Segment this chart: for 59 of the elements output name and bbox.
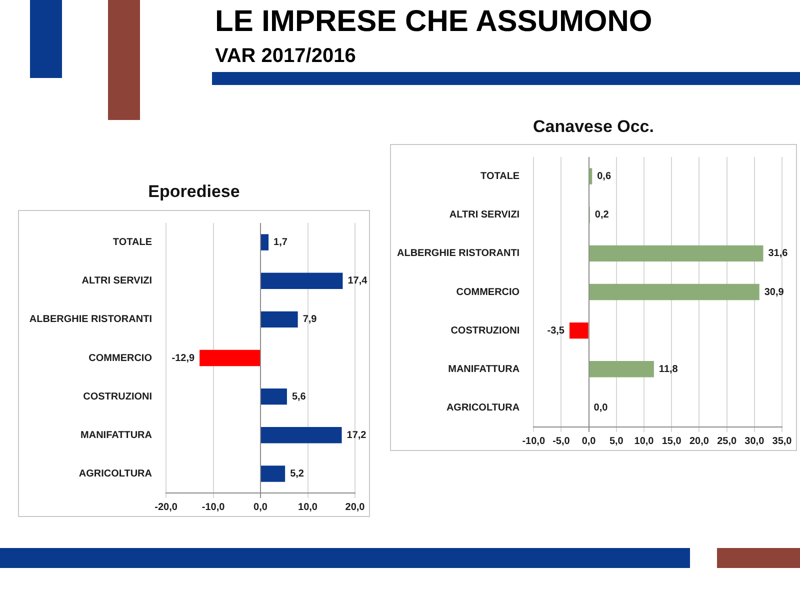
y-tick-label: ALTRI SERVIZI bbox=[449, 210, 520, 221]
chart-title: Eporediese bbox=[147, 182, 241, 202]
text: LE IMPRESE CHE ASSUMONO bbox=[215, 4, 652, 40]
data-label: 0,6 bbox=[597, 171, 612, 182]
bar bbox=[261, 311, 298, 328]
y-tick-label: MANIFATTURA bbox=[80, 430, 152, 441]
x-tick-label: 0,0 bbox=[254, 502, 268, 513]
bar bbox=[589, 168, 592, 184]
bar bbox=[261, 272, 343, 289]
data-label: 0,0 bbox=[594, 402, 608, 414]
y-tick-label: ALBERGHIE RISTORANTI bbox=[29, 314, 152, 326]
data-label: 11,8 bbox=[658, 364, 678, 375]
x-tick-label: -10,0 bbox=[522, 436, 546, 447]
text: VAR 2017/2016 bbox=[215, 44, 357, 68]
x-tick-label: 10,0 bbox=[634, 436, 654, 447]
x-tick-label: 5,0 bbox=[609, 436, 624, 447]
data-label: 30,9 bbox=[764, 286, 784, 298]
y-tick-label: AGRICOLTURA bbox=[78, 468, 152, 480]
bar bbox=[569, 322, 588, 339]
y-tick-label: ALTRI SERVIZI bbox=[82, 276, 152, 287]
bar bbox=[261, 388, 287, 405]
data-label: 1,7 bbox=[274, 237, 288, 248]
x-tick-label: 25,0 bbox=[717, 436, 737, 447]
bar bbox=[261, 234, 269, 250]
x-tick-label: 35,0 bbox=[772, 436, 792, 447]
bar bbox=[589, 361, 654, 378]
bar bbox=[261, 466, 286, 482]
y-tick-label: COMMERCIO bbox=[88, 352, 152, 364]
data-label: 0,2 bbox=[594, 210, 610, 221]
x-tick-label: 20,0 bbox=[689, 436, 710, 447]
data-label: 7,9 bbox=[302, 314, 318, 326]
x-tick-label: -10,0 bbox=[202, 502, 226, 513]
bar bbox=[261, 427, 342, 444]
y-tick-label: TOTALE bbox=[112, 237, 152, 248]
y-tick-label: COSTRUZIONI bbox=[450, 325, 520, 336]
data-label: -3,5 bbox=[547, 325, 565, 336]
bar bbox=[589, 245, 764, 262]
data-label: 31,6 bbox=[768, 248, 788, 260]
y-tick-label: MANIFATTURA bbox=[448, 364, 520, 375]
x-tick-label: 0,0 bbox=[582, 436, 596, 447]
y-tick-label: AGRICOLTURA bbox=[446, 402, 520, 414]
y-tick-label: COMMERCIO bbox=[456, 286, 520, 298]
x-tick-label: 30,0 bbox=[744, 436, 765, 447]
y-tick-label: TOTALE bbox=[480, 171, 520, 182]
data-label: 5,6 bbox=[292, 391, 306, 402]
chart-title: Canavese Occ. bbox=[532, 117, 655, 137]
x-tick-label: -5,0 bbox=[552, 436, 570, 447]
x-tick-label: 20,0 bbox=[345, 502, 366, 513]
y-tick-label: ALBERGHIE RISTORANTI bbox=[396, 248, 520, 260]
data-label: 17,2 bbox=[346, 430, 367, 441]
x-tick-label: 15,0 bbox=[662, 436, 682, 447]
bar bbox=[200, 350, 260, 366]
data-label: 5,2 bbox=[290, 468, 304, 480]
data-label: -12,9 bbox=[172, 352, 195, 364]
data-label: 17,4 bbox=[348, 276, 368, 287]
y-tick-label: COSTRUZIONI bbox=[83, 391, 152, 402]
x-tick-label: -20,0 bbox=[154, 502, 178, 513]
bar bbox=[589, 284, 760, 300]
x-tick-label: 10,0 bbox=[298, 502, 318, 513]
